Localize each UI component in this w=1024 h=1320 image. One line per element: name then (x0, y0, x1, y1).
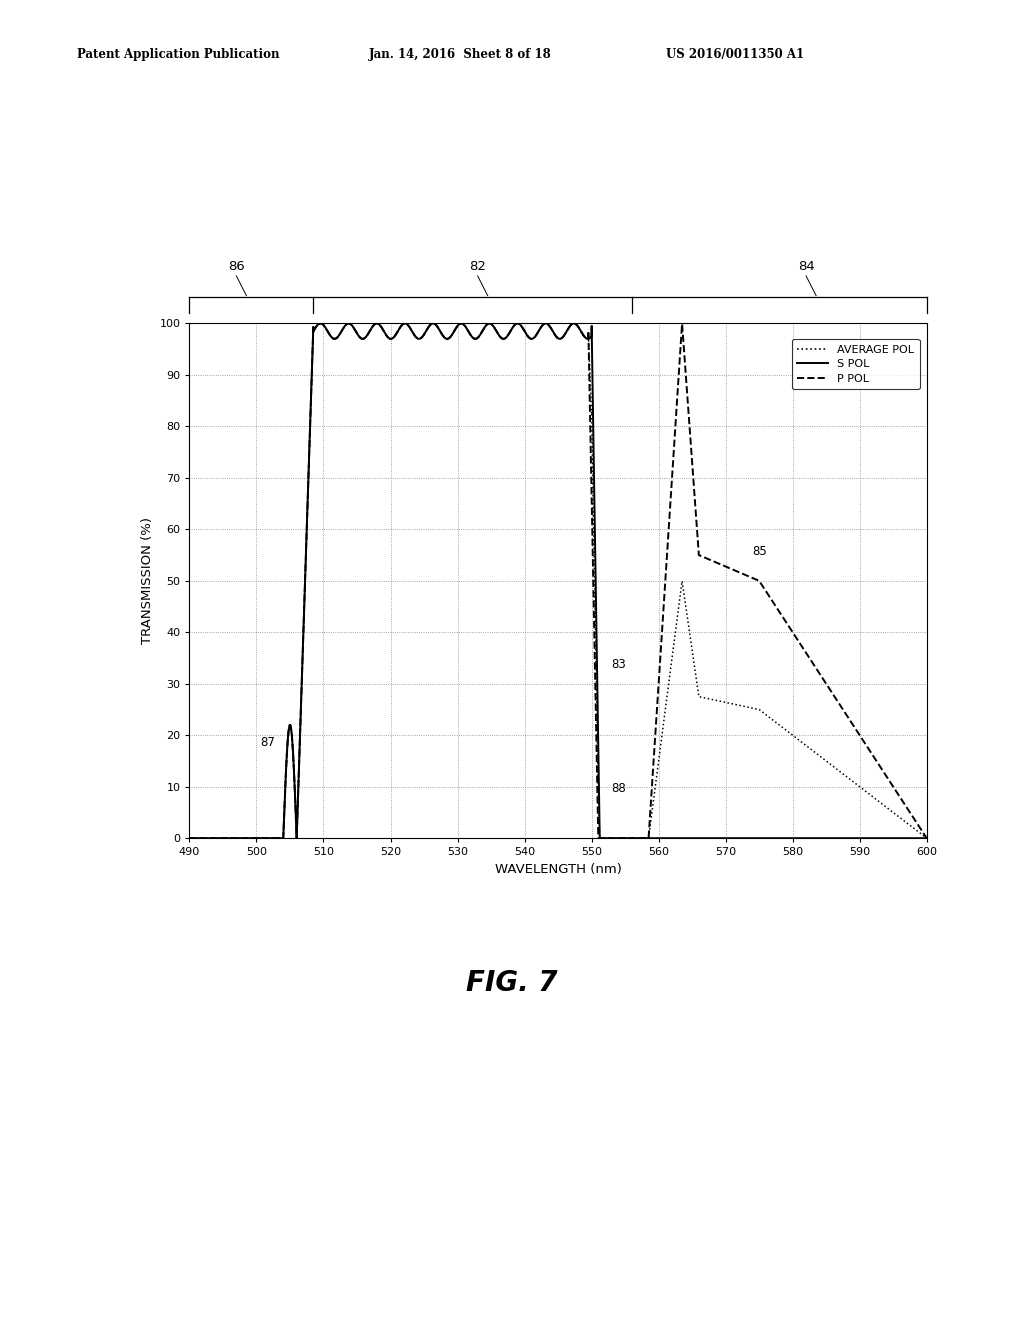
AVERAGE POL (790, 730, 802, 746)
Text: FIG. 7: FIG. 7 (466, 969, 558, 998)
Line: P POL: P POL (189, 323, 927, 838)
P POL (626, 830, 638, 846)
AVERAGE POL (921, 830, 933, 846)
Line: AVERAGE POL: AVERAGE POL (189, 323, 927, 838)
P POL (317, 317, 330, 333)
Text: 88: 88 (611, 781, 627, 795)
AVERAGE POL (626, 830, 638, 846)
S POL (427, 315, 439, 331)
S POL (921, 830, 933, 846)
X-axis label: WAVELENGTH (nm): WAVELENGTH (nm) (495, 863, 622, 875)
Text: 83: 83 (611, 659, 627, 672)
S POL (317, 317, 330, 333)
P POL (790, 630, 802, 645)
S POL (790, 830, 802, 846)
S POL (663, 830, 675, 846)
Text: 82: 82 (469, 260, 486, 273)
P POL (427, 315, 439, 331)
AVERAGE POL (663, 673, 675, 689)
S POL (465, 329, 477, 345)
AVERAGE POL (465, 329, 477, 345)
AVERAGE POL (317, 317, 330, 333)
Text: 87: 87 (260, 735, 274, 748)
P POL (183, 830, 196, 846)
P POL (465, 329, 477, 345)
AVERAGE POL (733, 697, 745, 713)
P POL (921, 830, 933, 846)
Text: US 2016/0011350 A1: US 2016/0011350 A1 (666, 48, 804, 61)
Text: 84: 84 (798, 260, 814, 273)
Y-axis label: TRANSMISSION (%): TRANSMISSION (%) (141, 517, 154, 644)
Legend: AVERAGE POL, S POL, P POL: AVERAGE POL, S POL, P POL (792, 339, 920, 389)
P POL (733, 565, 745, 581)
Text: 85: 85 (753, 545, 767, 558)
AVERAGE POL (183, 830, 196, 846)
S POL (733, 830, 745, 846)
Text: Jan. 14, 2016  Sheet 8 of 18: Jan. 14, 2016 Sheet 8 of 18 (369, 48, 551, 61)
Text: 86: 86 (228, 260, 245, 273)
Text: Patent Application Publication: Patent Application Publication (77, 48, 280, 61)
S POL (183, 830, 196, 846)
Line: S POL: S POL (189, 323, 927, 838)
S POL (626, 830, 638, 846)
AVERAGE POL (427, 315, 439, 331)
P POL (663, 515, 675, 531)
